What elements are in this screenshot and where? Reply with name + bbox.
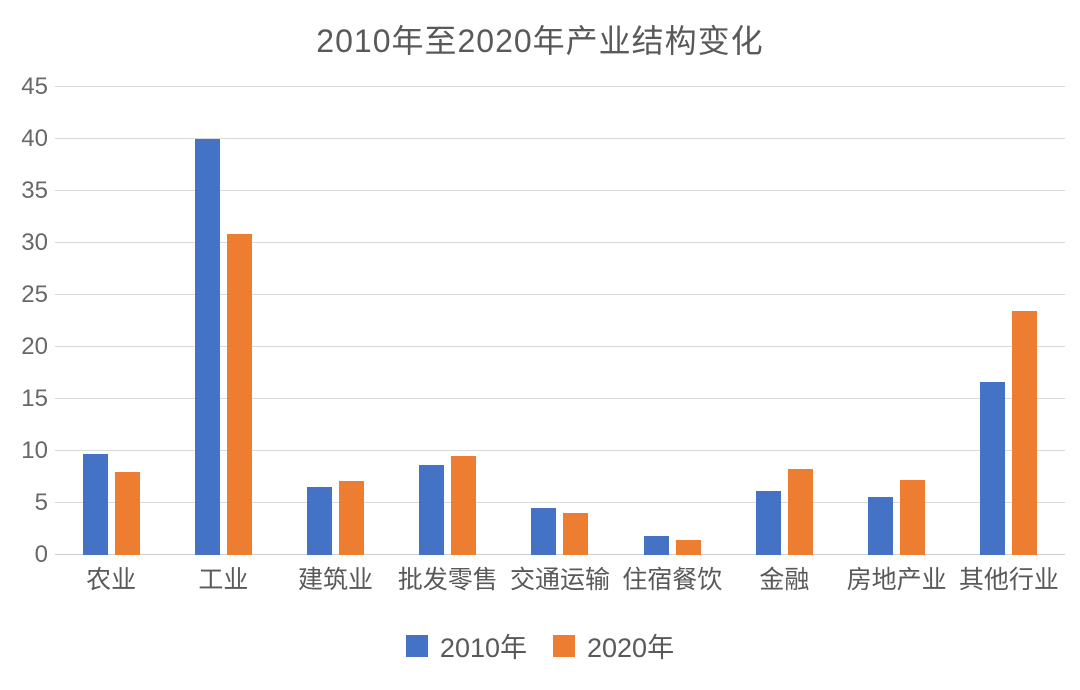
bar-group-1 xyxy=(167,87,279,555)
bar-group-5 xyxy=(616,87,728,555)
legend-swatch-2020-icon xyxy=(553,634,575,657)
bar-2010年-房地产业 xyxy=(868,496,894,555)
bar-2020年-金融 xyxy=(787,468,813,555)
y-tick-label-40: 40 xyxy=(21,125,48,152)
bar-2020年-其他行业 xyxy=(1012,310,1038,555)
gridline-40 xyxy=(55,138,1065,139)
gridline-10 xyxy=(55,450,1065,451)
y-axis: 0 5 10 15 20 25 30 35 40 45 xyxy=(6,75,48,567)
legend-swatch-2010-icon xyxy=(405,634,428,657)
x-label-农业: 农业 xyxy=(86,566,137,594)
gridline-30 xyxy=(55,242,1065,244)
bar-2020年-交通运输 xyxy=(563,513,589,555)
bar-2010年-农业 xyxy=(82,454,108,555)
gridline-15 xyxy=(55,398,1065,400)
bar-2010年-住宿餐饮 xyxy=(643,536,669,555)
bars-row xyxy=(55,87,1065,555)
bar-group-7 xyxy=(841,87,953,555)
bar-2020年-批发零售 xyxy=(451,456,477,555)
legend-item-2010: 2010年 xyxy=(405,626,527,665)
x-axis: 农业 工业 建筑业 批发零售 交通运输 住宿餐饮 金融 房地产业 其他行业 xyxy=(55,565,1065,595)
bar-2020年-建筑业 xyxy=(339,481,365,555)
y-tick-label-10: 10 xyxy=(21,437,48,464)
x-label-其他行业: 其他行业 xyxy=(958,566,1059,594)
bar-group-6 xyxy=(728,87,840,555)
y-tick-label-5: 5 xyxy=(34,489,48,516)
y-tick-label-0: 0 xyxy=(34,541,48,568)
bar-2010年-交通运输 xyxy=(531,508,557,555)
gridline-25 xyxy=(55,294,1065,295)
gridline-0 xyxy=(55,554,1065,555)
plot-area xyxy=(55,86,1065,555)
bar-group-8 xyxy=(953,87,1065,555)
y-tick-label-20: 20 xyxy=(21,333,48,360)
bar-2010年-金融 xyxy=(755,490,781,555)
legend-label-2010: 2010年 xyxy=(439,633,527,663)
legend: 2010年 2020年 xyxy=(0,626,1080,665)
x-label-批发零售: 批发零售 xyxy=(397,566,498,594)
x-label-交通运输: 交通运输 xyxy=(509,566,610,594)
y-tick-label-15: 15 xyxy=(21,385,48,413)
y-tick-label-35: 35 xyxy=(21,177,48,204)
gridline-45 xyxy=(55,86,1065,87)
bar-2010年-其他行业 xyxy=(980,382,1006,555)
legend-label-2020: 2020年 xyxy=(587,633,675,663)
bar-2020年-房地产业 xyxy=(900,480,926,555)
y-tick-label-45: 45 xyxy=(21,73,48,100)
legend-item-2020: 2020年 xyxy=(553,626,674,665)
x-label-住宿餐饮: 住宿餐饮 xyxy=(622,566,723,594)
bar-2020年-工业 xyxy=(226,233,252,555)
y-tick-label-25: 25 xyxy=(21,281,48,308)
bar-group-3 xyxy=(392,87,504,555)
x-label-建筑业: 建筑业 xyxy=(298,566,374,594)
bar-2010年-工业 xyxy=(194,139,220,555)
bar-group-0 xyxy=(55,87,167,555)
bar-group-4 xyxy=(504,87,616,555)
bar-group-2 xyxy=(279,87,391,555)
bar-2020年-农业 xyxy=(114,471,140,555)
x-label-房地产业: 房地产业 xyxy=(846,566,947,594)
x-label-工业: 工业 xyxy=(198,566,249,594)
y-tick-label-30: 30 xyxy=(21,229,48,257)
chart-title: 2010年至2020年产业结构变化 xyxy=(316,23,764,59)
gridline-35 xyxy=(55,190,1065,191)
bar-2010年-批发零售 xyxy=(419,464,445,555)
bar-2020年-住宿餐饮 xyxy=(675,540,701,555)
bar-2010年-建筑业 xyxy=(307,487,333,555)
x-label-金融: 金融 xyxy=(759,566,810,594)
gridline-20 xyxy=(55,346,1065,347)
gridline-5 xyxy=(55,502,1065,503)
